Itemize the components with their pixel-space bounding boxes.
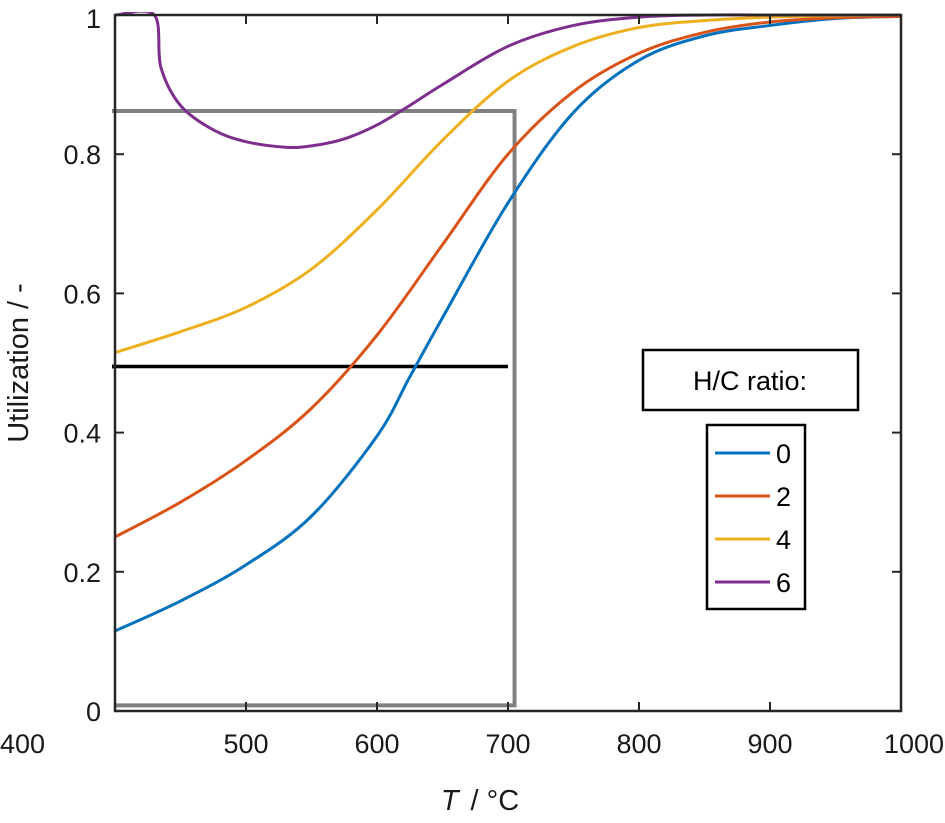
series-line-hc-0 — [114, 14, 902, 633]
y-tick-label: 0.2 — [63, 558, 101, 588]
x-tick-label: 400 — [0, 729, 45, 759]
x-tick-label: 700 — [485, 729, 530, 759]
legend-title: H/C ratio: — [693, 366, 807, 396]
x-axis-label-variable: T — [441, 785, 461, 817]
y-axis-label: Utilization / - — [3, 283, 35, 443]
legend-label-hc-4: 4 — [776, 525, 791, 555]
x-tick-label: 800 — [616, 729, 661, 759]
x-axis-label: T / °C — [441, 785, 519, 817]
legend-label-hc-6: 6 — [776, 568, 791, 598]
y-tick-label: 0.6 — [63, 279, 101, 309]
x-tick-label: 500 — [223, 729, 268, 759]
legend-label-hc-2: 2 — [776, 482, 791, 512]
legend-frame — [705, 423, 807, 611]
x-tick-label: 900 — [747, 729, 792, 759]
y-tick-label: 0.8 — [63, 140, 101, 170]
y-axis: 0 0.2 0.4 0.6 0.8 1 — [63, 4, 901, 727]
legend-title-frame — [641, 348, 860, 412]
y-tick-label: 0 — [86, 697, 101, 727]
legend-label-hc-0: 0 — [776, 439, 791, 469]
x-axis-label-unit: / °C — [471, 785, 520, 817]
x-tick-label: 600 — [354, 729, 399, 759]
y-tick-label: 1 — [86, 4, 101, 34]
y-tick-label: 0.4 — [63, 419, 101, 449]
series-line-hc-2 — [114, 14, 902, 539]
x-tick-label: 1000 — [884, 729, 944, 759]
legend-entries: 0 2 4 6 — [715, 439, 791, 598]
x-axis: 400 500 600 700 800 900 1000 — [0, 15, 944, 759]
legend-title-box: H/C ratio: — [641, 348, 860, 412]
legend: 0 2 4 6 — [705, 423, 807, 611]
